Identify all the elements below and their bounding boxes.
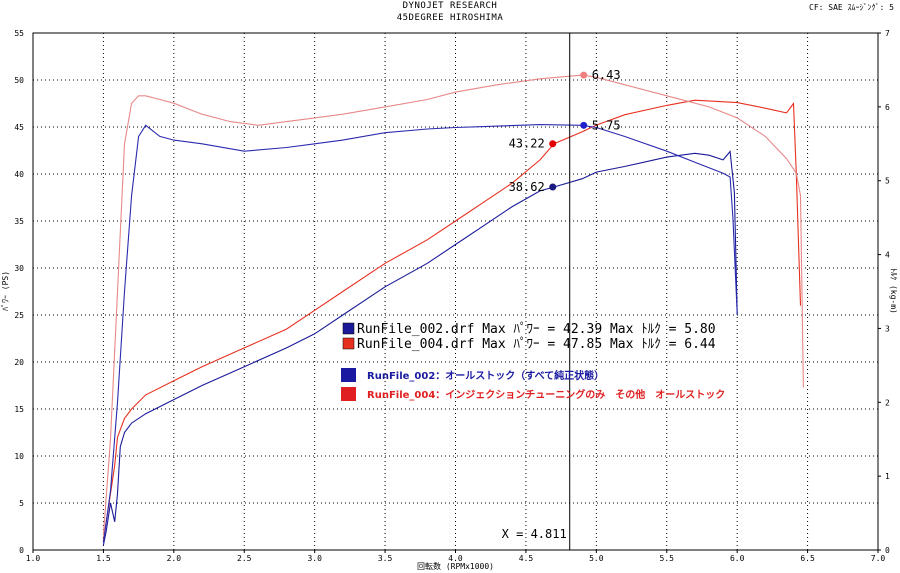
x-tick-label: 3.0 — [307, 554, 322, 563]
stats-line: RunFile_004.drf Max ﾊﾟﾜｰ = 47.85 Max ﾄﾙｸ… — [357, 337, 716, 352]
correction-factor-label: CF: SAE ｽﾑｰｼﾞﾝｸﾞ: 5 — [809, 3, 894, 12]
y-left-tick-label: 5 — [19, 499, 24, 508]
y-right-tick-label: 5 — [885, 177, 890, 186]
y-right-tick-label: 1 — [885, 472, 890, 481]
series-line — [102, 99, 802, 541]
series-line — [102, 150, 738, 546]
note-swatch — [341, 368, 356, 382]
x-tick-label: 5.0 — [589, 554, 604, 563]
x-tick-label: 4.5 — [519, 554, 534, 563]
x-tick-label: 1.5 — [96, 554, 111, 563]
y-left-tick-label: 25 — [14, 311, 24, 320]
cursor-point-marker — [549, 140, 557, 148]
cursor-point-value: 43.22 — [509, 137, 545, 151]
y-right-tick-label: 2 — [885, 398, 890, 407]
chart-subtitle: 45DEGREE HIROSHIMA — [396, 13, 504, 23]
stats-swatch — [342, 337, 355, 350]
x-tick-label: 6.0 — [730, 554, 745, 563]
y-right-tick-label: 3 — [885, 324, 890, 333]
x-tick-label: 3.5 — [378, 554, 393, 563]
x-tick-label: 6.5 — [800, 554, 815, 563]
y-right-tick-label: 7 — [885, 29, 890, 38]
y-left-tick-label: 40 — [14, 170, 24, 179]
note-swatch — [341, 387, 356, 401]
y-left-tick-label: 10 — [14, 452, 24, 461]
y-left-tick-label: 0 — [19, 546, 24, 555]
x-tick-label: 4.0 — [448, 554, 463, 563]
y-left-tick-label: 20 — [14, 358, 24, 367]
x-tick-label: 2.5 — [237, 554, 252, 563]
cursor-point-marker — [580, 71, 588, 79]
cursor-point-value: 5.75 — [592, 118, 621, 132]
series-line — [102, 74, 804, 536]
cursor-point-value: 38.62 — [509, 180, 545, 194]
y-left-axis-label: ﾊﾟﾜｰ (PS) — [1, 271, 10, 311]
cursor-point-value: 6.43 — [592, 68, 621, 82]
y-left-tick-label: 45 — [14, 123, 24, 132]
y-right-tick-label: 6 — [885, 103, 890, 112]
x-tick-label: 2.0 — [167, 554, 182, 563]
y-left-tick-label: 35 — [14, 217, 24, 226]
x-axis-label: 回転数 (RPMx1000) — [417, 561, 494, 571]
stats-line: RunFile_002.drf Max ﾊﾟﾜｰ = 42.39 Max ﾄﾙｸ… — [357, 322, 716, 337]
x-tick-label: 1.0 — [26, 554, 41, 563]
y-right-tick-label: 4 — [885, 251, 890, 260]
cursor-readout: X = 4.811 — [502, 527, 567, 541]
chart-title: DYNOJET RESEARCH — [402, 1, 498, 11]
plot-frame — [32, 32, 879, 551]
note-text: RunFile_002：オールストック（すべて純正状態） — [367, 369, 604, 382]
y-left-tick-label: 55 — [14, 29, 24, 38]
cursor-point-marker — [580, 121, 588, 129]
x-tick-label: 5.5 — [660, 554, 675, 563]
y-right-axis-label: ﾄﾙｸ (kg-m) — [889, 268, 898, 314]
y-left-tick-label: 15 — [14, 405, 24, 414]
y-left-tick-label: 30 — [14, 264, 24, 273]
x-tick-label: 7.0 — [871, 554, 886, 563]
y-right-tick-label: 0 — [885, 546, 890, 555]
cursor-point-marker — [549, 183, 557, 191]
series-line — [102, 124, 738, 543]
y-left-tick-label: 50 — [14, 76, 24, 85]
stats-swatch — [342, 322, 355, 335]
note-text: RunFile_004：インジェクションチューニングのみ その他 オールストック — [367, 388, 725, 401]
